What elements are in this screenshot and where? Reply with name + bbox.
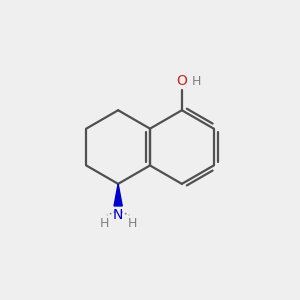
Text: O: O [176,74,187,88]
Text: H: H [128,217,137,230]
Text: H: H [99,217,109,230]
Text: H: H [192,75,202,88]
Text: N: N [113,208,123,222]
Polygon shape [114,184,122,206]
